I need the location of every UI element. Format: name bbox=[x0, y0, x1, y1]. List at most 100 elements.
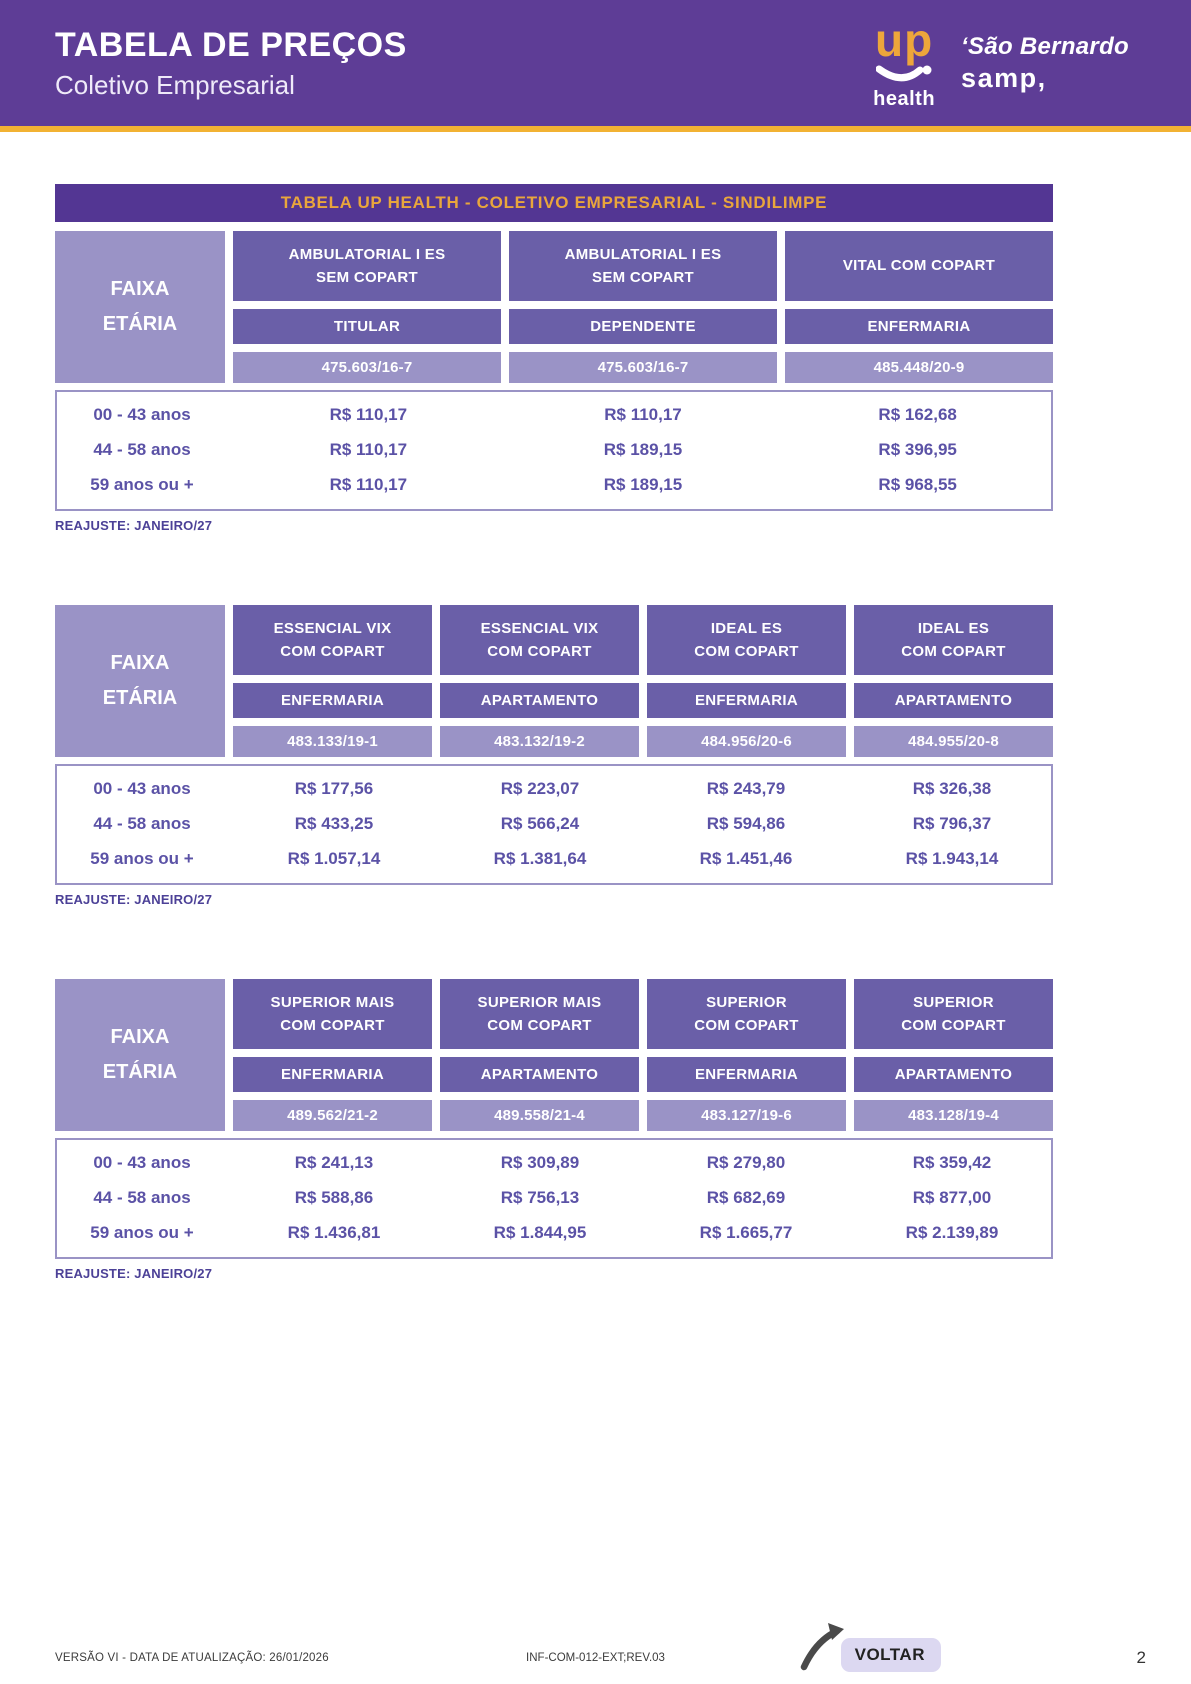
price-value: R$ 594,86 bbox=[706, 813, 786, 833]
page-number: 2 bbox=[1136, 1648, 1146, 1667]
price-value: R$ 433,25 bbox=[294, 813, 374, 833]
curved-arrow-icon bbox=[799, 1623, 853, 1676]
page-footer: VERSÃO VI - DATA DE ATUALIZAÇÃO: 26/01/2… bbox=[0, 1623, 1191, 1684]
up-logo-word: up bbox=[874, 14, 934, 66]
price-table-essencial-ideal: FAIXA ETÁRIA ESSENCIAL VIX COM COPART ES… bbox=[55, 605, 1053, 907]
reajuste-note: REAJUSTE: JANEIRO/27 bbox=[55, 518, 213, 533]
price-value: R$ 110,17 bbox=[329, 404, 408, 424]
price-value: R$ 566,24 bbox=[500, 813, 580, 833]
price-value: R$ 326,38 bbox=[912, 778, 992, 798]
price-table-superior: FAIXA ETÁRIA SUPERIOR MAIS COM COPART SU… bbox=[55, 979, 1053, 1281]
plan-header: SUPERIOR MAIS COM COPART bbox=[233, 979, 432, 1049]
price-value: R$ 1.436,81 bbox=[287, 1222, 381, 1242]
tier-header: ENFERMARIA bbox=[233, 1057, 432, 1092]
version-text: VERSÃO VI - DATA DE ATUALIZAÇÃO: 26/01/2… bbox=[55, 1652, 329, 1664]
price-value: R$ 756,13 bbox=[500, 1187, 580, 1207]
plan-code: 484.955/20-8 bbox=[854, 726, 1053, 757]
plan-header: AMBULATORIAL I ES SEM COPART bbox=[509, 231, 777, 301]
plan-code: 484.956/20-6 bbox=[647, 726, 846, 757]
faixa-etaria-cell: FAIXA ETÁRIA bbox=[55, 605, 225, 757]
table-body: 00 - 43 anos R$ 241,13 R$ 309,89 R$ 279,… bbox=[55, 1138, 1053, 1259]
tier-header: ENFERMARIA bbox=[785, 309, 1053, 344]
age-band-label: 00 - 43 anos bbox=[93, 404, 191, 424]
age-band-label: 00 - 43 anos bbox=[93, 1152, 191, 1172]
age-band-label: 00 - 43 anos bbox=[93, 778, 191, 798]
plan-code: 483.132/19-2 bbox=[440, 726, 639, 757]
plan-header: AMBULATORIAL I ES SEM COPART bbox=[233, 231, 501, 301]
up-logo-sub: health bbox=[873, 88, 936, 110]
reajuste-note: REAJUSTE: JANEIRO/27 bbox=[55, 1266, 213, 1281]
age-band-label: 44 - 58 anos bbox=[93, 1187, 191, 1207]
age-band-label: 59 anos ou + bbox=[90, 1222, 194, 1242]
price-value: R$ 588,86 bbox=[294, 1187, 374, 1207]
plan-header: IDEAL ES COM COPART bbox=[854, 605, 1053, 675]
tier-header: TITULAR bbox=[233, 309, 501, 344]
tier-header: APARTAMENTO bbox=[854, 683, 1053, 718]
price-value: R$ 682,69 bbox=[706, 1187, 786, 1207]
price-value: R$ 241,13 bbox=[294, 1152, 374, 1172]
age-band-label: 44 - 58 anos bbox=[93, 813, 191, 833]
table-header: FAIXA ETÁRIA AMBULATORIAL I ES SEM COPAR… bbox=[55, 231, 1053, 383]
voltar-group: VOLTAR bbox=[799, 1623, 941, 1672]
table-body: 00 - 43 anos R$ 110,17 R$ 110,17 R$ 162,… bbox=[55, 390, 1053, 511]
table-title: TABELA UP HEALTH - COLETIVO EMPRESARIAL … bbox=[55, 184, 1053, 222]
table-row: 44 - 58 anos R$ 588,86 R$ 756,13 R$ 682,… bbox=[57, 1180, 1051, 1215]
plan-header: SUPERIOR MAIS COM COPART bbox=[440, 979, 639, 1049]
table-body: 00 - 43 anos R$ 177,56 R$ 223,07 R$ 243,… bbox=[55, 764, 1053, 885]
price-value: R$ 309,89 bbox=[500, 1152, 580, 1172]
plan-header: SUPERIOR COM COPART bbox=[854, 979, 1053, 1049]
table-header: FAIXA ETÁRIA ESSENCIAL VIX COM COPART ES… bbox=[55, 605, 1053, 757]
table-header: FAIXA ETÁRIA SUPERIOR MAIS COM COPART SU… bbox=[55, 979, 1053, 1131]
price-value: R$ 110,17 bbox=[329, 474, 408, 494]
price-value: R$ 1.451,46 bbox=[699, 848, 793, 868]
sao-bernardo-samp-logo: ‘São Bernardo samp, bbox=[961, 33, 1129, 94]
age-band-label: 59 anos ou + bbox=[90, 474, 194, 494]
plan-code: 485.448/20-9 bbox=[785, 352, 1053, 383]
price-value: R$ 162,68 bbox=[878, 404, 957, 424]
table-row: 59 anos ou + R$ 1.436,81 R$ 1.844,95 R$ … bbox=[57, 1215, 1051, 1250]
up-health-logo: up health bbox=[873, 17, 935, 109]
plan-header: ESSENCIAL VIX COM COPART bbox=[233, 605, 432, 675]
table-row: 00 - 43 anos R$ 241,13 R$ 309,89 R$ 279,… bbox=[57, 1145, 1051, 1180]
sao-bernardo-wordmark: ‘São Bernardo bbox=[961, 32, 1129, 60]
smile-icon bbox=[875, 65, 932, 86]
plan-header: IDEAL ES COM COPART bbox=[647, 605, 846, 675]
document-code-text: INF-COM-012-EXT;REV.03 bbox=[526, 1652, 665, 1664]
tier-header: ENFERMARIA bbox=[647, 683, 846, 718]
page-subtitle: Coletivo Empresarial bbox=[55, 69, 295, 100]
price-value: R$ 243,79 bbox=[706, 778, 786, 798]
tier-header: ENFERMARIA bbox=[233, 683, 432, 718]
price-value: R$ 2.139,89 bbox=[905, 1222, 999, 1242]
plan-header: SUPERIOR COM COPART bbox=[647, 979, 846, 1049]
price-value: R$ 177,56 bbox=[294, 778, 374, 798]
plan-code: 483.127/19-6 bbox=[647, 1100, 846, 1131]
tier-header: APARTAMENTO bbox=[854, 1057, 1053, 1092]
price-value: R$ 1.844,95 bbox=[493, 1222, 587, 1242]
price-value: R$ 968,55 bbox=[878, 474, 957, 494]
plan-code: 489.558/21-4 bbox=[440, 1100, 639, 1131]
table-row: 59 anos ou + R$ 110,17 R$ 189,15 R$ 968,… bbox=[57, 467, 1051, 502]
table-row: 00 - 43 anos R$ 177,56 R$ 223,07 R$ 243,… bbox=[57, 771, 1051, 806]
price-value: R$ 796,37 bbox=[912, 813, 992, 833]
price-value: R$ 279,80 bbox=[706, 1152, 786, 1172]
reajuste-note: REAJUSTE: JANEIRO/27 bbox=[55, 892, 213, 907]
price-table-ambulatorial: TABELA UP HEALTH - COLETIVO EMPRESARIAL … bbox=[55, 184, 1053, 533]
faixa-etaria-cell: FAIXA ETÁRIA bbox=[55, 231, 225, 383]
voltar-button[interactable]: VOLTAR bbox=[840, 1638, 941, 1672]
plan-header: VITAL COM COPART bbox=[785, 231, 1053, 301]
plan-code: 475.603/16-7 bbox=[233, 352, 501, 383]
page-title: TABELA DE PREÇOS bbox=[55, 25, 407, 64]
table-row: 44 - 58 anos R$ 433,25 R$ 566,24 R$ 594,… bbox=[57, 806, 1051, 841]
plan-code: 475.603/16-7 bbox=[509, 352, 777, 383]
header-logos: up health ‘São Bernardo samp, bbox=[873, 17, 1129, 109]
price-value: R$ 1.381,64 bbox=[493, 848, 587, 868]
faixa-etaria-cell: FAIXA ETÁRIA bbox=[55, 979, 225, 1131]
plan-code: 489.562/21-2 bbox=[233, 1100, 432, 1131]
tier-header: APARTAMENTO bbox=[440, 1057, 639, 1092]
page-header: TABELA DE PREÇOS Coletivo Empresarial up… bbox=[0, 0, 1191, 132]
plan-header: ESSENCIAL VIX COM COPART bbox=[440, 605, 639, 675]
tier-header: APARTAMENTO bbox=[440, 683, 639, 718]
price-value: R$ 396,95 bbox=[878, 439, 957, 459]
table-row: 44 - 58 anos R$ 110,17 R$ 189,15 R$ 396,… bbox=[57, 432, 1051, 467]
plan-code: 483.133/19-1 bbox=[233, 726, 432, 757]
